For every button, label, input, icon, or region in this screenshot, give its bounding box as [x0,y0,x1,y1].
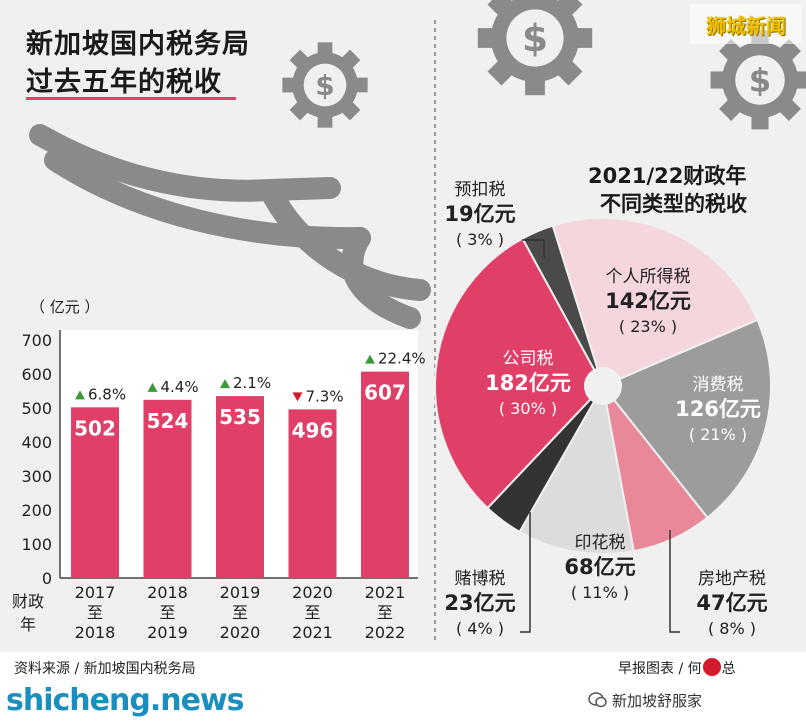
slice-name-label: 赌博税 [455,569,506,589]
x-tick-label: 2018 [75,623,116,642]
leader-line [520,512,531,633]
slice-percent-label: ( 8% ) [708,619,756,638]
credit-suffix: 总 [721,661,736,677]
x-tick-label: 至 [232,603,248,622]
up-arrow-icon [75,390,85,400]
credit-note: 早报图表 / 何 总 [618,658,736,678]
bar-chart: （ 亿元 ）01002003004005006007005026.8%2017至… [12,298,426,642]
pie-slice [605,398,709,553]
change-label: 2.1% [233,374,271,392]
footer [0,652,806,723]
slice-amount-label: 47亿元 [696,591,767,615]
bar-value-label: 496 [292,418,334,442]
open-hand-icon [29,124,431,329]
bar-value-label: 502 [74,416,116,440]
watermark-badge: 狮城新闻 [690,4,802,44]
slice-amount-label: 126亿元 [675,397,761,421]
x-tick-label: 至 [377,603,393,622]
change-label: 6.8% [88,385,126,403]
leader-line [522,239,545,258]
x-tick-label: 2021 [292,623,333,642]
slice-name-label: 个人所得税 [606,267,691,287]
bar [288,409,337,578]
pie-title-line2: 不同类型的税收 [600,192,747,216]
slice-amount-label: 68亿元 [564,555,635,579]
page-title-line2: 过去五年的税收 [26,67,222,98]
y-tick-label: 0 [42,569,52,588]
y-tick-label: 500 [21,399,52,418]
slice-percent-label: ( 11% ) [571,583,629,602]
slice-percent-label: ( 30% ) [499,399,557,418]
slice-name-label: 印花税 [575,533,626,553]
slice-amount-label: 182亿元 [485,371,571,395]
title-underline [26,97,236,100]
x-tick-label: 2020 [220,623,261,642]
slice-percent-label: ( 4% ) [456,619,504,638]
unit-label: （ 亿元 ） [30,298,100,316]
slice-name-label: 房地产税 [698,569,766,589]
up-arrow-icon [147,382,158,392]
slice-name-label: 消费税 [693,375,744,395]
page-title-line1: 新加坡国内税务局 [26,29,250,60]
change-label: 4.4% [161,378,199,396]
change-label: 7.3% [306,387,344,405]
pie-slice [434,237,596,510]
source-note: 资料来源 / 新加坡国内税务局 [14,661,196,677]
leader-line [669,530,680,633]
x-tick-label: 2017 [75,583,116,602]
bar-value-label: 535 [219,405,261,429]
bar [71,407,119,578]
bar-value-label: 607 [364,381,406,405]
site-watermark[interactable]: shicheng.news [6,683,244,718]
slice-name-label: 公司税 [503,349,554,369]
x-tick-label: 2021 [365,583,406,602]
slice-amount-label: 19亿元 [444,202,515,226]
slice-amount-label: 142亿元 [605,289,691,313]
x-tick-label: 2019 [147,623,188,642]
y-tick-label: 700 [21,331,52,350]
slice-name-label: 预扣税 [455,180,506,200]
change-label: 22.4% [378,350,426,368]
slice-percent-label: ( 3% ) [456,230,504,249]
pie-title-line1: 2021/22财政年 [588,164,747,188]
x-tick-label: 2022 [365,623,406,642]
credit-text: 早报图表 / 何 [618,661,702,677]
x-tick-label: 2020 [292,583,333,602]
y-tick-label: 100 [21,535,52,554]
bar-value-label: 524 [147,409,189,433]
bar [143,399,192,578]
slice-percent-label: ( 21% ) [689,425,747,444]
x-axis-label: 年 [20,615,36,634]
credit-logo-mark [702,658,721,676]
x-tick-label: 至 [159,603,175,622]
y-tick-label: 600 [21,365,52,384]
x-axis-label: 财政 [12,592,44,611]
y-tick-label: 400 [21,433,52,452]
down-arrow-icon [292,392,303,402]
x-tick-label: 至 [87,603,103,622]
x-tick-label: 至 [304,603,320,622]
wechat-account[interactable]: 新加坡舒服家 [612,692,703,710]
bar [361,371,409,578]
up-arrow-icon [365,354,375,364]
x-tick-label: 2019 [220,583,261,602]
bar [216,396,264,578]
up-arrow-icon [220,379,230,389]
pie-slice [518,400,635,555]
pie-slice [612,318,772,520]
decoration-layer: $ [29,0,806,640]
x-tick-label: 2018 [147,583,188,602]
y-tick-label: 200 [21,501,52,520]
slice-percent-label: ( 23% ) [619,317,677,336]
pie-slice [551,217,759,381]
slice-amount-label: 23亿元 [444,591,515,615]
y-tick-label: 300 [21,467,52,486]
wechat-icon [588,692,607,708]
